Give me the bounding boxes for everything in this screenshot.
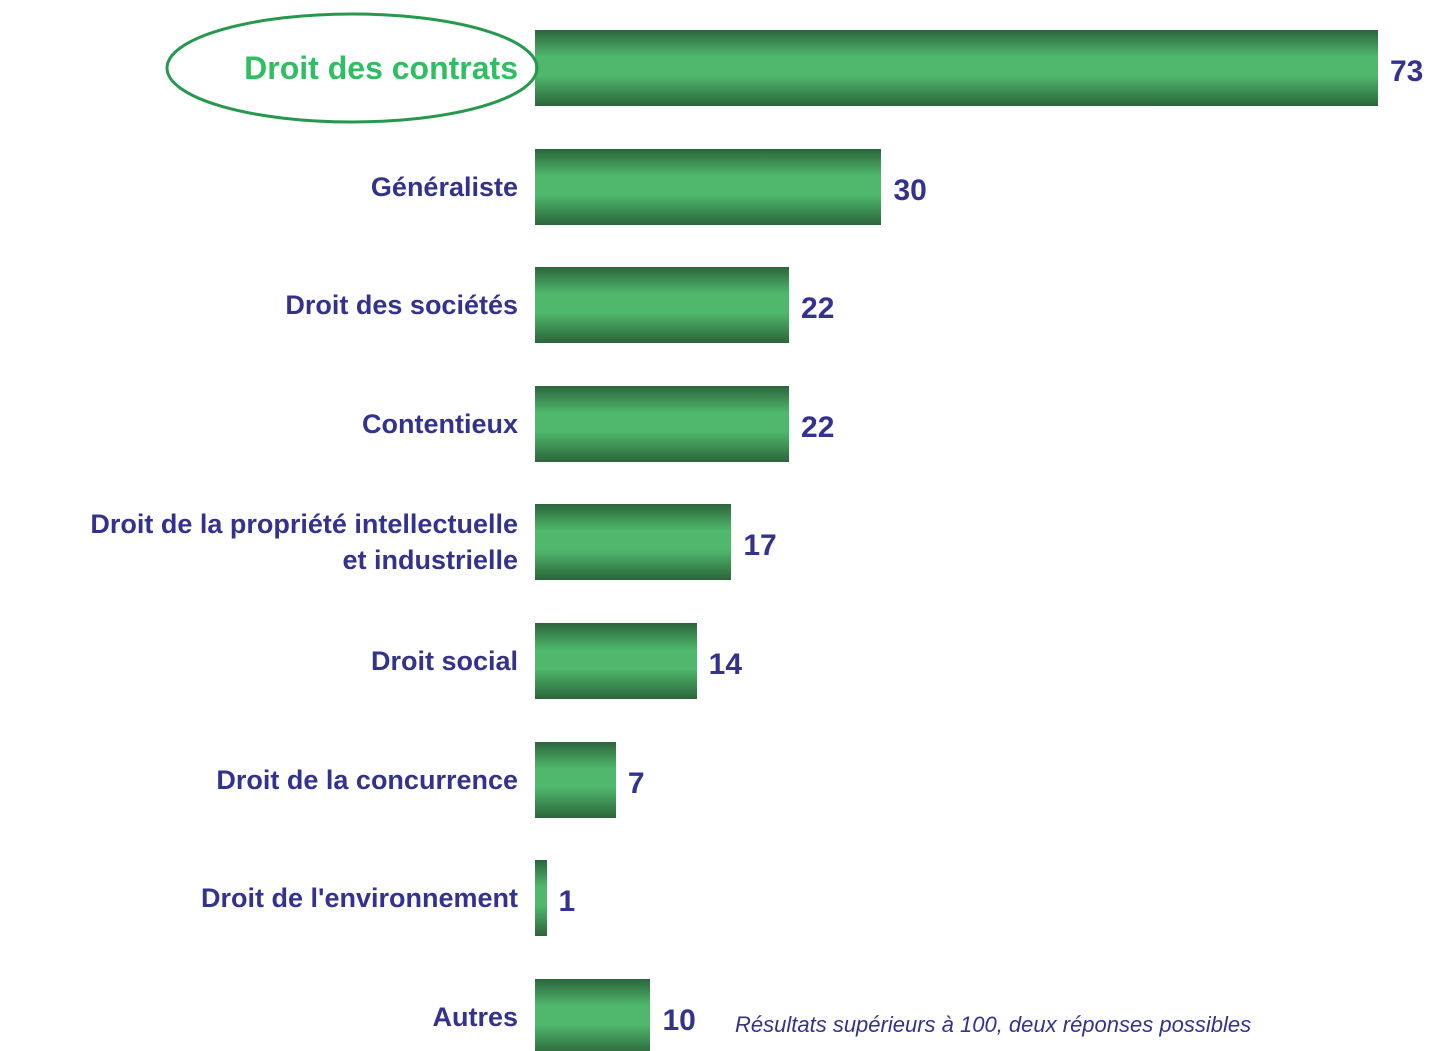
- value-label: 14: [708, 648, 743, 681]
- category-label: Généraliste: [370, 171, 518, 202]
- bar: [535, 267, 790, 344]
- bar: [535, 385, 790, 462]
- value-label: 10: [662, 1003, 696, 1037]
- note: Résultats supérieurs à 100, deux réponse…: [735, 1012, 1252, 1037]
- bar: [535, 148, 882, 225]
- value-label: 7: [627, 766, 645, 800]
- bar: [535, 623, 697, 699]
- category-label: Droit de l'environnement: [201, 883, 518, 914]
- value-label: 17: [743, 529, 777, 563]
- bar: [535, 741, 616, 818]
- value-label: 22: [801, 410, 835, 444]
- bar: [535, 860, 547, 937]
- bar: [535, 504, 732, 581]
- value-label: 22: [801, 292, 835, 326]
- category-label: Contentieux: [361, 408, 518, 439]
- highlight-ellipse: [165, 12, 539, 124]
- category-label: Droit social: [370, 646, 518, 676]
- category-label: Droit de la propriété intellectuelle et …: [90, 509, 518, 576]
- bar: [535, 978, 651, 1051]
- category-label: Autres: [432, 1001, 518, 1032]
- value-label: 30: [893, 173, 927, 207]
- category-label: Droit des contrats: [244, 50, 518, 86]
- value-label: 73: [1390, 55, 1424, 88]
- category-label: Droit de la concurrence: [216, 764, 518, 795]
- category-label: Droit des sociétés: [285, 290, 518, 321]
- bar: [535, 30, 1378, 106]
- value-label: 1: [558, 885, 576, 919]
